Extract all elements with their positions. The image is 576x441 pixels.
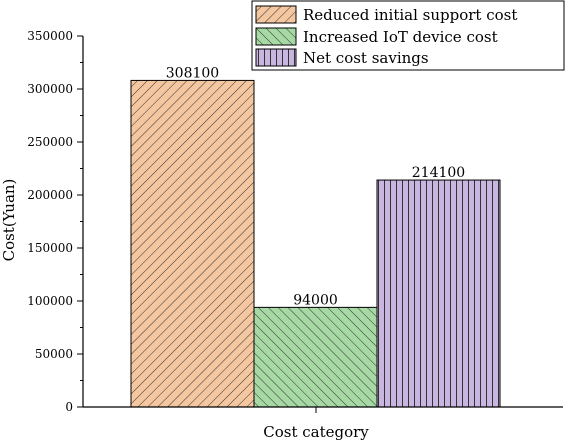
legend-swatch-reduced-initial-support-cost: [255, 5, 297, 24]
y-tick-label: 100000: [27, 294, 73, 308]
legend-label-net-cost-savings: Net cost savings: [303, 49, 429, 67]
data-label-reduced-initial-support-cost: 308100: [166, 65, 219, 81]
y-tick-label: 350000: [27, 29, 73, 43]
y-tick-label: 50000: [35, 347, 73, 361]
y-tick-label: 0: [65, 400, 73, 414]
y-tick-label: 200000: [27, 188, 73, 202]
bar-increased-iot-device-cost: [253, 306, 378, 408]
bar-net-cost-savings: [376, 179, 501, 408]
x-axis-label: Cost category: [263, 423, 369, 441]
legend-swatch-increased-iot-device-cost: [255, 27, 297, 46]
legend-label-increased-iot-device-cost: Increased IoT device cost: [303, 28, 498, 46]
legend-swatch-net-cost-savings: [255, 48, 297, 67]
y-tick-label: 150000: [27, 241, 73, 255]
bar-reduced-initial-support-cost: [130, 79, 255, 408]
legend-label-reduced-initial-support-cost: Reduced initial support cost: [303, 6, 517, 24]
legend-box: [251, 0, 565, 71]
y-tick-label: 250000: [27, 135, 73, 149]
y-axis-label: Cost(Yuan): [0, 179, 18, 262]
data-label-increased-iot-device-cost: 94000: [293, 292, 338, 308]
y-tick-label: 300000: [27, 82, 73, 96]
legend: Reduced initial support cost Increased I…: [251, 0, 565, 71]
data-label-net-cost-savings: 214100: [412, 165, 465, 181]
